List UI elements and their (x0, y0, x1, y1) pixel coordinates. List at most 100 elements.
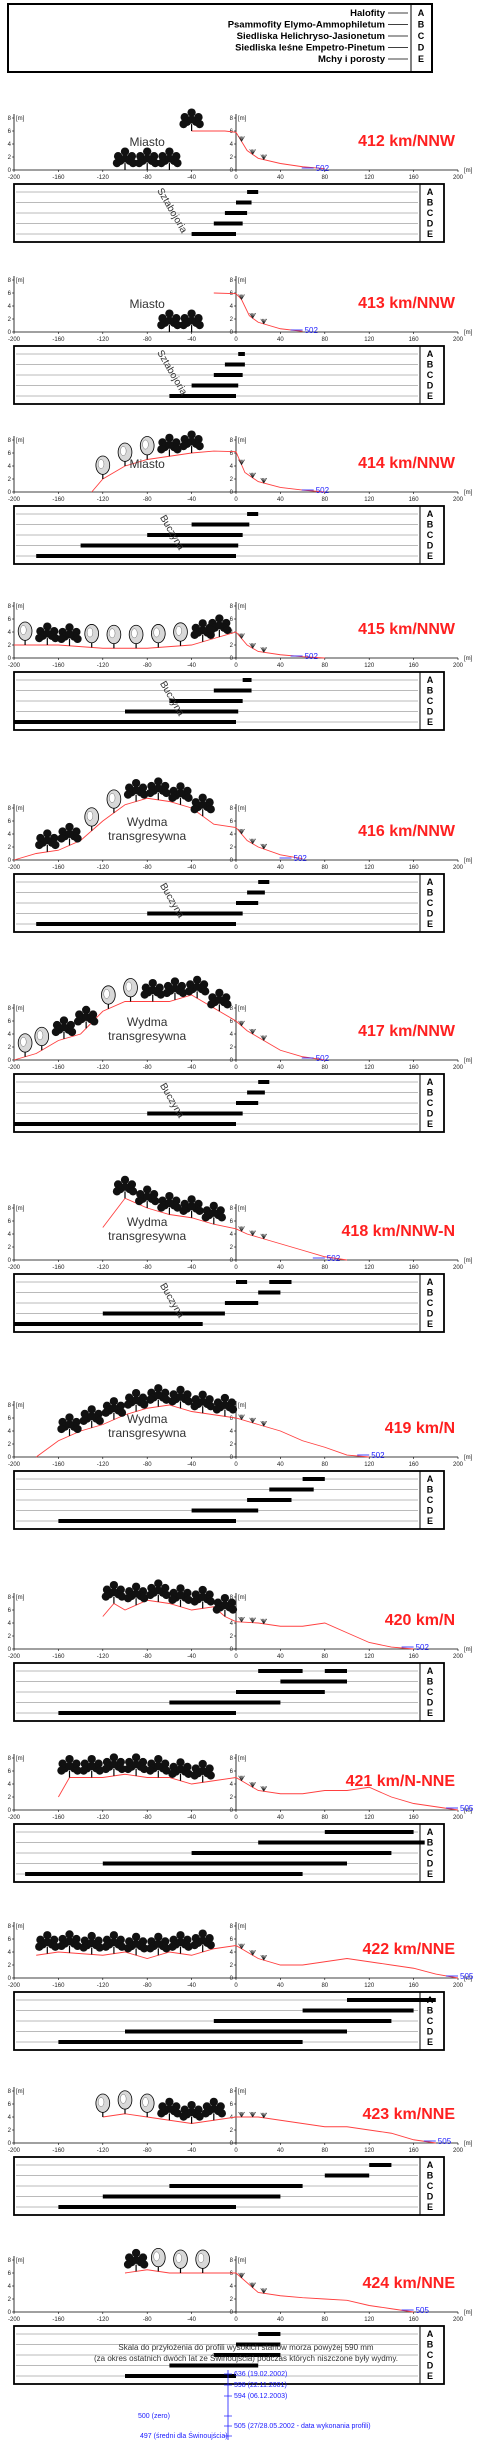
tree-crown-blob (95, 1943, 104, 1952)
vegetation-bar (102, 2194, 281, 2199)
x-tick-label: -80 (143, 1815, 152, 1821)
tree-crown-blob (168, 1595, 177, 1604)
center-tick-label: 8 (230, 278, 234, 284)
tree-crown-blob (101, 1942, 110, 1951)
x-unit-label: [m] (464, 2310, 473, 2316)
vegetation-row-letter: E (427, 391, 433, 401)
center-tick-label: 0 (230, 1647, 234, 1653)
tree-pine-icon (146, 1384, 171, 1407)
vegetation-row-letter: E (427, 1319, 433, 1329)
y-tick-label: 6 (8, 129, 12, 135)
tree-crown-blob (228, 1605, 238, 1614)
y-tick-label: 8 (8, 438, 12, 444)
vegetation-bar (58, 2040, 303, 2044)
profile-2: 0 02 24 46 68 8[m] [m][m]-200 -160 -120 -80 -40 0 40… (8, 276, 473, 405)
center-tick-label: 8 (230, 1006, 234, 1012)
x-tick-label: -120 (97, 1065, 110, 1071)
tree-crown-blob (87, 1938, 96, 1948)
tree-deciduous-icon (123, 978, 138, 1002)
y-tick-label: 6 (8, 2102, 12, 2108)
terrain-line (213, 292, 303, 332)
tree-pine-icon (168, 1758, 193, 1781)
x-tick-label: 200 (453, 1265, 464, 1271)
center-tick-label: 6 (230, 1937, 234, 1943)
tree-crown-blob (131, 1582, 141, 1591)
vegetation-row-letter: B (427, 360, 434, 370)
tree-pine-icon (35, 622, 60, 645)
tree-pine-icon (201, 1201, 226, 1225)
center-tick-label: 2 (230, 155, 234, 161)
tree-crown-blob (128, 158, 138, 168)
water-level-value: 505 (460, 1804, 474, 1813)
tree-crown-blob (131, 1388, 141, 1398)
site-label: transgresywna (108, 1229, 186, 1243)
tree-crown-blob (179, 119, 188, 129)
tree-crown-blob (101, 1764, 110, 1774)
tree-crown-blob (57, 634, 66, 644)
grass-tuft-icon (238, 828, 245, 835)
tree-pine-icon (35, 829, 60, 852)
x-tick-label: 160 (409, 663, 420, 669)
center-tick-label: 2 (230, 643, 234, 649)
profile-title: 418 km/NNW-N (342, 1223, 455, 1240)
center-tick-label: 6 (230, 291, 234, 297)
vegetation-row-letter: E (427, 1869, 433, 1879)
vegetation-bar (191, 522, 250, 527)
center-unit-label: [m] (238, 1924, 247, 1930)
center-tick-label: 4 (230, 1950, 234, 1956)
y-tick-label: 6 (8, 1219, 12, 1225)
vegetation-bar (238, 352, 245, 356)
grass-blade (252, 1950, 256, 1956)
y-tick-label: 2 (8, 1045, 12, 1051)
tree-pine-icon (101, 1931, 127, 1954)
center-tick-label: 2 (230, 1245, 234, 1251)
tree-crown-blob (123, 1400, 133, 1409)
tree-crown-blob (157, 158, 166, 168)
tree-crown-blob (168, 793, 177, 802)
x-tick-label: -80 (143, 497, 152, 503)
tree-pine-icon (79, 1405, 104, 1428)
x-tick-label: 0 (234, 337, 238, 343)
tree-crown-blob (35, 633, 44, 643)
tree-crown-blob (212, 1405, 221, 1414)
tree-crown-highlight (86, 627, 94, 638)
y-unit-label: [m] (16, 116, 25, 122)
vegetation-row-letter: E (427, 2202, 433, 2212)
vegetation-bar (147, 911, 243, 916)
center-tick-label: 8 (230, 1756, 234, 1762)
tree-crown-blob (65, 1761, 74, 1771)
grass-blade (263, 318, 268, 325)
profile-title: 421 km/N-NNE (346, 1773, 456, 1790)
x-unit-label: [m] (464, 1976, 473, 1982)
x-tick-label: 160 (409, 2148, 420, 2154)
tree-crown-blob (101, 1408, 110, 1417)
tree-crown-blob (154, 1390, 163, 1400)
y-tick-label: 4 (8, 2115, 12, 2121)
tree-pine-icon (190, 793, 215, 817)
x-tick-label: -200 (8, 865, 21, 871)
tree-crown-blob (187, 437, 196, 446)
y-tick-label: 8 (8, 2258, 12, 2264)
vegetation-bar (14, 720, 236, 724)
site-label: transgresywna (108, 1029, 186, 1043)
tree-crown-highlight (36, 1030, 44, 1041)
center-tick-label: 8 (230, 1206, 234, 1212)
legend-item-letter: E (418, 54, 424, 64)
profile-3: 0 02 24 46 68 8[m] [m][m]-200 -160 -120 -80 -40 0 40… (8, 430, 473, 565)
tree-crown-blob (168, 1942, 177, 1951)
vegetation-row-letter: E (427, 1708, 433, 1718)
tree-crown-blob (215, 995, 224, 1004)
tree-crown-blob (220, 1400, 230, 1410)
profile-10: 0 02 24 46 68 8[m] [m][m]-200 -160 -120 -80 -40 0 40… (8, 1753, 474, 1883)
tree-crown-blob (82, 1005, 91, 1015)
tree-pine-icon (123, 1753, 149, 1776)
x-tick-label: -80 (143, 1462, 152, 1468)
tree-crown-blob (73, 1766, 82, 1775)
x-tick-label: -120 (97, 1983, 110, 1989)
y-tick-label: 2 (8, 1963, 12, 1969)
tree-crown-blob (220, 1393, 230, 1403)
tree-crown-blob (176, 782, 185, 791)
tree-crown-blob (184, 793, 193, 802)
center-tick-label: 4 (230, 2284, 234, 2290)
tree-crown-blob (165, 433, 174, 442)
